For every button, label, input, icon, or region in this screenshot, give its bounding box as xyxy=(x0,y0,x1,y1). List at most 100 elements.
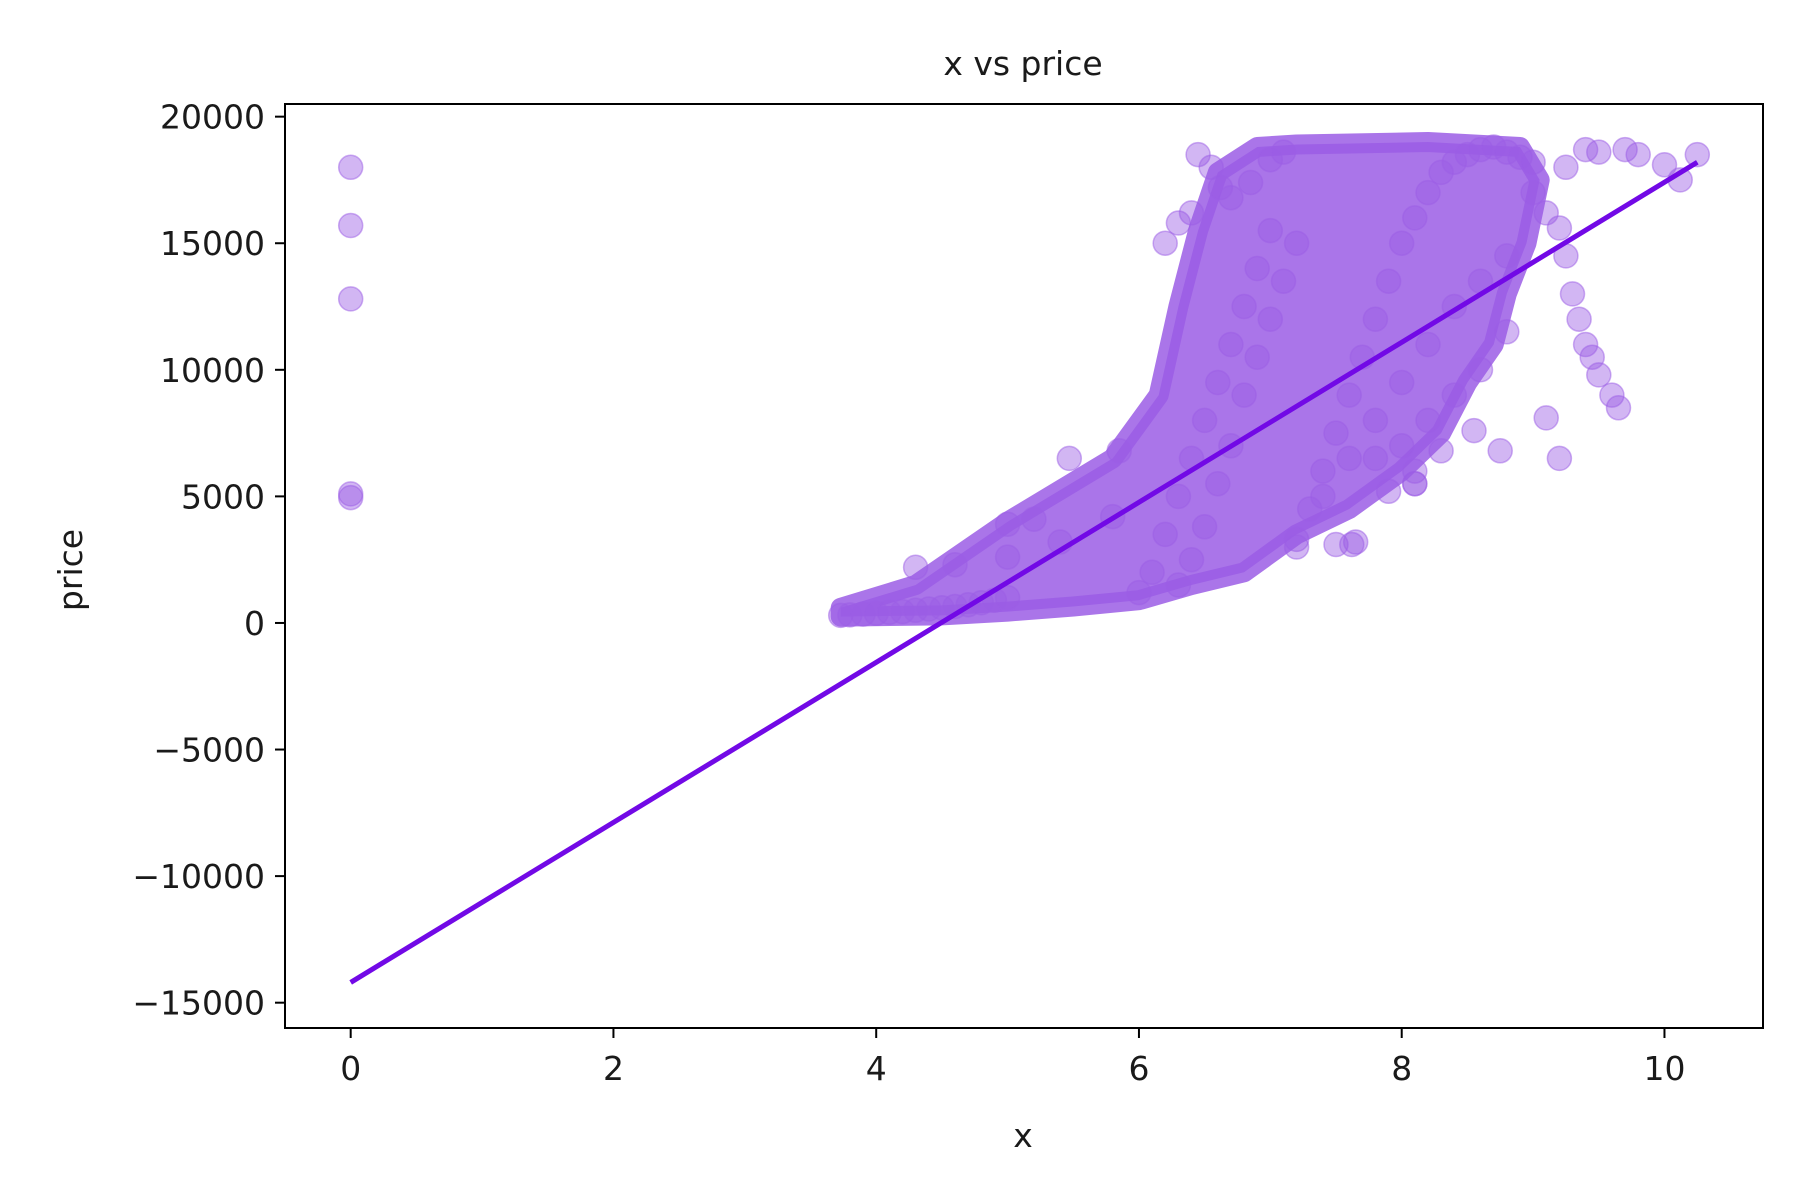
scatter-point xyxy=(1106,438,1132,464)
scatter-point xyxy=(1342,529,1369,555)
x-axis-label: x xyxy=(1013,1116,1033,1155)
scatter-point xyxy=(827,602,854,629)
scatter-point xyxy=(1467,136,1494,163)
scatter-point xyxy=(1237,169,1264,196)
scatter-point xyxy=(1205,470,1231,497)
scatter-point xyxy=(1553,154,1579,181)
y-tick-label: −15000 xyxy=(132,984,265,1023)
scatter-point xyxy=(876,599,903,626)
scatter-point xyxy=(889,598,916,625)
scatter-point xyxy=(1586,362,1612,388)
scatter-point xyxy=(1283,526,1310,553)
scatter-point xyxy=(1257,146,1284,173)
y-tick-label: 15000 xyxy=(160,224,265,263)
scatter-point xyxy=(1152,521,1178,548)
scatter-point xyxy=(1572,136,1599,163)
x-tick-label: 6 xyxy=(1128,1049,1149,1088)
scatter-point xyxy=(1494,243,1520,269)
x-tick-label: 10 xyxy=(1643,1049,1685,1088)
scatter-point xyxy=(1336,382,1362,408)
x-tick-label: 8 xyxy=(1391,1049,1412,1088)
scatter-point xyxy=(1533,405,1559,431)
scatter-point xyxy=(1205,369,1231,396)
y-tick-label: −5000 xyxy=(153,731,265,770)
scatter-point xyxy=(1257,306,1284,332)
scatter-point xyxy=(1388,230,1415,256)
y-tick-label: −10000 xyxy=(132,857,265,896)
scatter-point xyxy=(850,601,876,627)
scatter-point xyxy=(1207,174,1234,201)
scatter-point xyxy=(1559,281,1586,307)
scatter-point xyxy=(994,511,1021,537)
scatter-point xyxy=(1520,179,1546,206)
y-tick-label: 0 xyxy=(244,604,265,643)
scatter-point xyxy=(1178,200,1205,226)
scatter-point xyxy=(1494,139,1520,165)
scatter-point xyxy=(1388,369,1415,396)
scatter-point xyxy=(1441,149,1468,175)
scatter-point xyxy=(1165,210,1192,236)
scatter-point xyxy=(1257,217,1284,244)
scatter-point xyxy=(1375,478,1402,505)
scatter-point xyxy=(1572,331,1599,358)
scatter-point xyxy=(1415,179,1441,206)
scatter-point xyxy=(1191,514,1218,540)
plot-area-frame xyxy=(284,103,1764,1029)
scatter-point xyxy=(1139,559,1165,586)
y-axis-label: price xyxy=(51,529,90,611)
scatter-point xyxy=(1415,331,1441,358)
scatter-point xyxy=(1599,382,1625,408)
scatter-point xyxy=(1441,382,1468,408)
scatter-point xyxy=(1336,445,1362,472)
scatter-point xyxy=(1612,136,1638,163)
y-axis-ticks: −15000 −10000 −5000 0 5000 10000 15000 20000 xyxy=(132,98,285,1023)
scatter-point xyxy=(1178,546,1205,573)
scatter-point xyxy=(1165,483,1192,510)
scatter-point xyxy=(1231,293,1257,320)
scatter-point xyxy=(1651,152,1678,178)
x-tick-label: 2 xyxy=(603,1049,624,1088)
scatter-point xyxy=(337,484,364,511)
scatter-point xyxy=(902,554,929,581)
scatter-point xyxy=(1605,395,1632,421)
scatter-point xyxy=(942,551,968,578)
x-tick-label: 0 xyxy=(340,1049,361,1088)
scatter-point xyxy=(1684,141,1711,168)
scatter-points xyxy=(337,132,1711,629)
scatter-point xyxy=(1480,134,1507,160)
y-tick-label: 5000 xyxy=(181,477,265,516)
scatter-point xyxy=(837,602,863,628)
scatter-point xyxy=(1021,506,1047,532)
chart-title: x vs price xyxy=(943,44,1102,83)
scatter-point xyxy=(902,597,929,624)
scatter-point xyxy=(1218,184,1244,211)
y-tick-label: 20000 xyxy=(160,98,265,137)
scatter-point xyxy=(337,154,364,181)
scatter-point xyxy=(1625,141,1651,168)
scatter-point xyxy=(1244,344,1270,370)
scatter-point xyxy=(916,596,942,622)
scatter-point xyxy=(1454,141,1481,168)
scatter-point xyxy=(1402,205,1428,231)
scatter-point xyxy=(1310,483,1336,510)
scatter-point xyxy=(1428,438,1454,464)
scatter-point xyxy=(337,286,364,312)
scatter-point xyxy=(994,544,1021,570)
scatter-point xyxy=(1218,331,1244,358)
scatter-point xyxy=(1244,255,1270,282)
scatter-point xyxy=(1152,230,1178,256)
scatter-point xyxy=(1428,159,1454,186)
scatter-point xyxy=(1415,407,1441,434)
scatter-point xyxy=(1283,534,1310,560)
scatter-point xyxy=(1339,531,1365,558)
scatter-point xyxy=(1362,306,1389,332)
x-tick-label: 4 xyxy=(866,1049,887,1088)
scatter-point xyxy=(1310,458,1336,484)
scatter-point xyxy=(1283,230,1310,256)
x-axis-ticks: 0 2 4 6 8 10 xyxy=(340,1028,1685,1088)
scatter-point xyxy=(1231,382,1257,408)
scatter-point xyxy=(1461,417,1487,444)
scatter-point xyxy=(1362,445,1389,472)
scatter-point xyxy=(1402,470,1428,497)
